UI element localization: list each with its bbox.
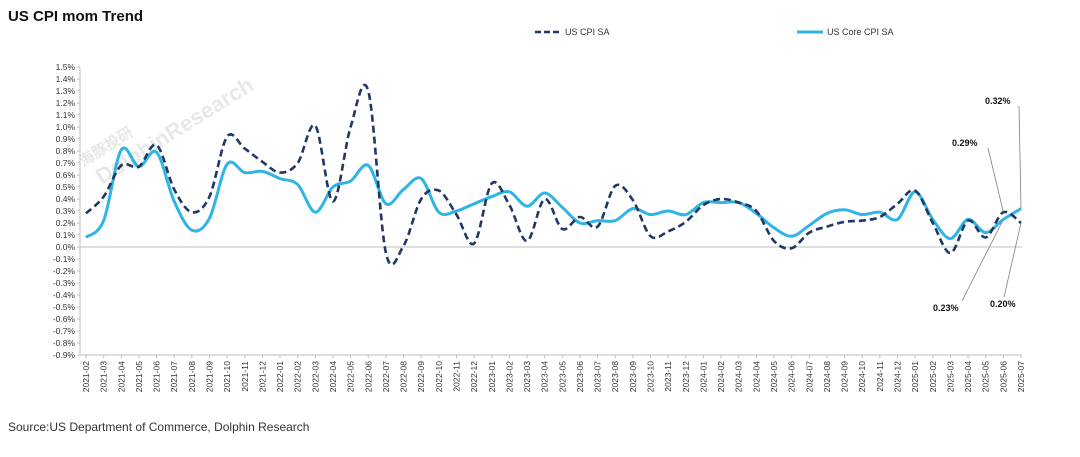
x-tick-label: 2021-12 <box>257 361 267 392</box>
x-tick-label: 2021-04 <box>116 361 126 392</box>
x-tick-label: 2022-12 <box>469 361 479 392</box>
x-axis: 2021-02 2021-03 2021-04 2021-05 2021-06 2021-… <box>80 246 1026 392</box>
y-tick-label: 1.1% <box>56 110 76 120</box>
y-tick-label: -0.1% <box>53 254 76 264</box>
y-tick-label: 0.0% <box>56 242 76 252</box>
x-tick-label: 2021-07 <box>169 361 179 392</box>
x-tick-label: 2022-11 <box>451 361 461 392</box>
x-tick-label: 2023-08 <box>610 361 620 392</box>
x-tick-label: 2022-04 <box>328 361 338 392</box>
y-tick-label: -0.4% <box>53 290 76 300</box>
y-tick-label: 1.2% <box>56 98 76 108</box>
y-tick-label: 0.5% <box>56 182 76 192</box>
y-tick-label: 0.2% <box>56 218 76 228</box>
y-tick-label: 0.4% <box>56 194 76 204</box>
chart-title: US CPI mom Trend <box>8 8 144 25</box>
y-tick-label: -0.5% <box>53 302 76 312</box>
x-tick-label: 2025-05 <box>981 361 991 392</box>
x-tick-label: 2023-11 <box>663 361 673 392</box>
y-tick-label: 0.8% <box>56 146 76 156</box>
x-tick-label: 2021-06 <box>152 361 162 392</box>
legend: US CPI SA US Core CPI SA <box>535 27 894 37</box>
annotation-leader <box>987 147 1004 213</box>
x-tick-label: 2023-03 <box>522 361 532 392</box>
x-tick-label: 2023-09 <box>628 361 638 392</box>
x-tick-label: 2025-07 <box>1016 361 1026 392</box>
x-tick-label: 2021-03 <box>99 361 109 392</box>
y-tick-label: 0.1% <box>56 230 76 240</box>
y-tick-label: 0.3% <box>56 206 76 216</box>
legend-label: US CPI SA <box>565 27 610 37</box>
series-line-us-core-cpi-sa <box>84 146 1022 241</box>
y-tick-label: 1.5% <box>56 62 76 72</box>
series-layer <box>84 83 1022 266</box>
x-tick-label: 2023-06 <box>575 361 585 392</box>
x-tick-label: 2023-05 <box>557 361 567 392</box>
y-tick-label: 0.6% <box>56 170 76 180</box>
x-tick-label: 2022-10 <box>434 361 444 392</box>
x-tick-label: 2023-04 <box>540 361 550 392</box>
x-tick-label: 2021-08 <box>187 361 197 392</box>
y-tick-label: 1.4% <box>56 74 76 84</box>
annotation-label: 0.29% <box>952 138 978 148</box>
legend-label: US Core CPI SA <box>827 27 894 37</box>
x-tick-label: 2021-11 <box>240 361 250 392</box>
x-tick-label: 2022-03 <box>310 361 320 392</box>
x-tick-label: 2025-02 <box>928 361 938 392</box>
x-tick-label: 2021-10 <box>222 361 232 392</box>
y-axis: -0.9% -0.8% -0.7% -0.6% -0.5% -0.4% -0.3% -0.2%… <box>53 62 81 360</box>
x-tick-label: 2023-07 <box>593 361 603 392</box>
annotation-label: 0.23% <box>933 303 959 313</box>
y-tick-label: -0.2% <box>53 266 76 276</box>
x-tick-label: 2022-07 <box>381 361 391 392</box>
x-tick-label: 2024-08 <box>822 361 832 392</box>
x-tick-label: 2021-02 <box>81 361 91 392</box>
x-tick-label: 2023-02 <box>504 361 514 392</box>
x-tick-label: 2024-05 <box>769 361 779 392</box>
x-tick-label: 2023-12 <box>681 361 691 392</box>
source-note: Source:US Department of Commerce, Dolphi… <box>8 420 310 434</box>
x-tick-label: 2022-06 <box>363 361 373 392</box>
x-tick-label: 2025-03 <box>945 361 955 392</box>
x-tick-label: 2024-06 <box>787 361 797 392</box>
x-tick-label: 2022-01 <box>275 361 285 392</box>
y-tick-label: -0.8% <box>53 338 76 348</box>
x-tick-label: 2024-07 <box>804 361 814 392</box>
x-tick-label: 2024-01 <box>698 361 708 392</box>
x-tick-label: 2023-10 <box>646 361 656 392</box>
x-tick-label: 2021-05 <box>134 361 144 392</box>
x-tick-label: 2022-02 <box>293 361 303 392</box>
y-tick-label: -0.9% <box>53 350 76 360</box>
y-tick-label: 1.0% <box>56 122 76 132</box>
y-tick-label: -0.6% <box>53 314 76 324</box>
annotation-label: 0.32% <box>985 96 1011 106</box>
annotations: 0.32% 0.29% 0.23% 0.20% <box>933 96 1022 313</box>
annotation-leader <box>1003 222 1022 298</box>
y-tick-label: 0.7% <box>56 158 76 168</box>
x-tick-label: 2024-03 <box>734 361 744 392</box>
series-line-us-cpi-sa <box>85 83 1022 266</box>
y-tick-label: -0.3% <box>53 278 76 288</box>
x-tick-label: 2025-01 <box>910 361 920 392</box>
x-tick-label: 2025-06 <box>998 361 1008 392</box>
y-tick-label: 1.3% <box>56 86 76 96</box>
x-tick-label: 2022-08 <box>399 361 409 392</box>
annotation-label: 0.20% <box>990 299 1016 309</box>
x-tick-label: 2024-04 <box>751 361 761 392</box>
x-tick-label: 2024-12 <box>893 361 903 392</box>
x-tick-label: 2022-09 <box>416 361 426 392</box>
x-tick-label: 2023-01 <box>487 361 497 392</box>
x-tick-label: 2024-02 <box>716 361 726 392</box>
x-tick-label: 2025-04 <box>963 361 973 392</box>
x-tick-label: 2021-09 <box>204 361 214 392</box>
y-tick-label: -0.7% <box>53 326 76 336</box>
annotation-leader <box>961 219 1004 302</box>
x-tick-label: 2022-05 <box>346 361 356 392</box>
x-tick-label: 2024-11 <box>875 361 885 392</box>
x-tick-label: 2024-10 <box>857 361 867 392</box>
x-tick-label: 2024-09 <box>840 361 850 392</box>
y-tick-label: 0.9% <box>56 134 76 144</box>
annotation-leader <box>1018 105 1022 209</box>
